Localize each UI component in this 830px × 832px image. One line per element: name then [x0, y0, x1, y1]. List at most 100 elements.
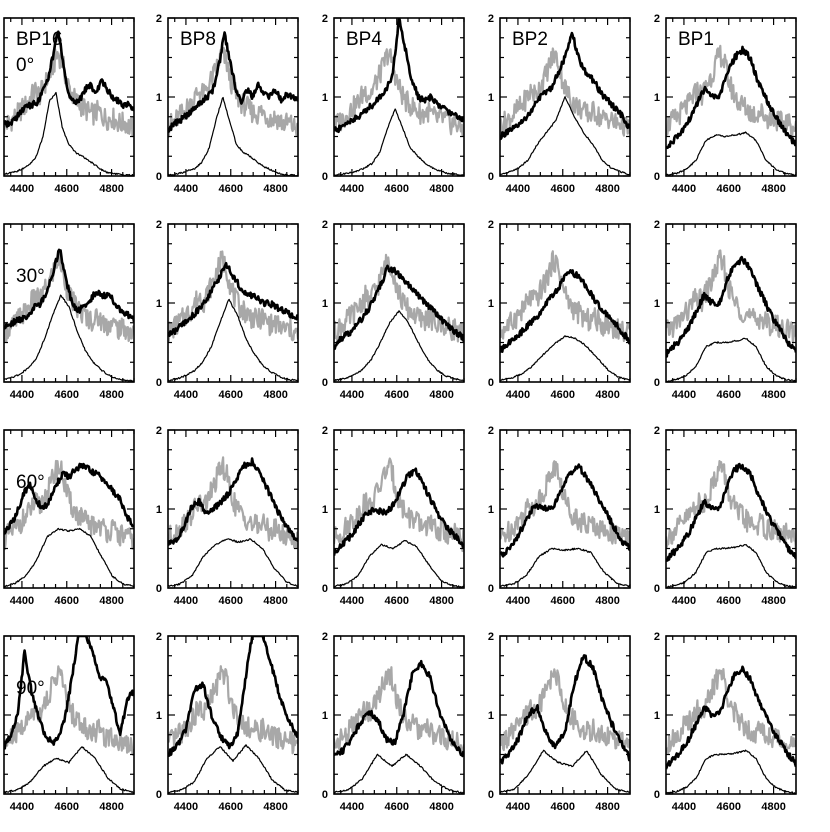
- y-tick-label: 2: [322, 219, 328, 231]
- x-tick-label: 4800: [761, 595, 785, 607]
- x-tick-label: 4400: [10, 183, 34, 195]
- x-tick-label: 4800: [595, 389, 619, 401]
- y-tick-label: 0: [322, 171, 328, 183]
- observed-spectrum-line: [334, 457, 464, 553]
- x-tick-label: 4800: [595, 801, 619, 813]
- x-tick-label: 4600: [219, 595, 243, 607]
- column-label: BP8: [180, 29, 216, 50]
- x-tick-label: 4600: [55, 183, 79, 195]
- plot-area: [500, 250, 630, 382]
- x-tick-label: 4400: [10, 389, 34, 401]
- y-tick-label: 1: [156, 504, 162, 516]
- x-tick-label: 4800: [263, 801, 287, 813]
- x-tick-label: 4400: [340, 801, 364, 813]
- y-tick-label: 2: [322, 425, 328, 437]
- column-label: BP4: [346, 29, 382, 50]
- model-intrinsic-line: [4, 527, 134, 588]
- plot-area: [500, 460, 630, 588]
- x-tick-label: 4800: [263, 389, 287, 401]
- model-intrinsic-line: [168, 744, 298, 794]
- plot-area: [500, 654, 630, 794]
- x-tick-label: 4800: [761, 389, 785, 401]
- model-intrinsic-line: [334, 108, 464, 176]
- model-smoothed-line: [4, 248, 134, 330]
- panel-bp4-2: 4400 4600 4800 0 1 2: [322, 425, 465, 607]
- y-tick-label: 2: [156, 631, 162, 643]
- observed-spectrum-line: [500, 460, 630, 549]
- panel-bp16-0: 4400 4600 4800 BP16 0°: [3, 17, 135, 195]
- model-smoothed-line: [334, 467, 464, 556]
- x-tick-label: 4600: [385, 595, 409, 607]
- row-angle-label: 30°: [16, 266, 45, 287]
- x-tick-label: 4400: [174, 595, 198, 607]
- panel-frame: [333, 429, 465, 589]
- model-smoothed-line: [500, 654, 630, 765]
- x-tick-label: 4600: [551, 801, 575, 813]
- panel-bp2-3: 4400 4600 4800 0 1 2: [488, 631, 631, 813]
- model-smoothed-line: [334, 659, 464, 758]
- model-intrinsic-line: [334, 310, 464, 382]
- plot-area: [334, 253, 464, 382]
- panel-bp8-2: 4400 4600 4800 0 1 2: [156, 425, 299, 607]
- model-smoothed-line: [500, 269, 630, 353]
- x-tick-label: 4800: [429, 183, 453, 195]
- model-smoothed-line: [4, 462, 134, 535]
- x-tick-label: 4400: [340, 595, 364, 607]
- column-label: BP1: [678, 29, 714, 50]
- observed-spectrum-line: [334, 48, 464, 137]
- model-intrinsic-line: [666, 337, 796, 382]
- plot-area: [168, 31, 298, 176]
- x-tick-label: 4600: [551, 595, 575, 607]
- x-tick-label: 4800: [429, 801, 453, 813]
- x-tick-label: 4400: [340, 183, 364, 195]
- panel-bp8-0: 4400 4600 4800 0 1 2 BP8: [156, 13, 299, 195]
- x-tick-label: 4600: [219, 801, 243, 813]
- model-intrinsic-line: [500, 96, 630, 176]
- x-tick-label: 4600: [385, 389, 409, 401]
- model-smoothed-line: [334, 18, 464, 134]
- panel-bp1-2: 4400 4600 4800 0 1 2: [654, 425, 797, 607]
- model-intrinsic-line: [4, 91, 134, 176]
- panel-bp2-0: 4400 4600 4800 0 1 2 BP2: [488, 13, 631, 195]
- panel-frame: [499, 429, 631, 589]
- x-tick-label: 4400: [672, 389, 696, 401]
- y-tick-label: 2: [156, 13, 162, 25]
- x-tick-label: 4800: [761, 801, 785, 813]
- model-intrinsic-line: [666, 544, 796, 588]
- observed-spectrum-line: [666, 249, 796, 344]
- x-tick-label: 4400: [10, 801, 34, 813]
- model-smoothed-line: [168, 636, 298, 757]
- y-tick-label: 1: [654, 92, 660, 104]
- x-tick-label: 4800: [99, 389, 123, 401]
- panel-bp4-0: 4400 4600 4800 0 1 2 BP4: [322, 13, 465, 195]
- x-tick-label: 4400: [506, 801, 530, 813]
- column-label: BP2: [512, 29, 548, 50]
- column-label: BP16: [16, 29, 62, 50]
- y-tick-label: 0: [488, 171, 494, 183]
- row-angle-label: 60°: [16, 472, 45, 493]
- model-intrinsic-line: [666, 131, 796, 176]
- y-tick-label: 2: [156, 425, 162, 437]
- x-tick-label: 4800: [761, 183, 785, 195]
- row-angle-label: 0°: [16, 55, 34, 76]
- x-tick-label: 4800: [99, 801, 123, 813]
- y-tick-label: 2: [488, 219, 494, 231]
- x-tick-label: 4600: [55, 389, 79, 401]
- y-tick-label: 2: [654, 13, 660, 25]
- x-tick-label: 4600: [551, 389, 575, 401]
- x-tick-label: 4400: [506, 389, 530, 401]
- x-tick-label: 4800: [595, 183, 619, 195]
- y-tick-label: 0: [488, 583, 494, 595]
- model-intrinsic-line: [334, 539, 464, 588]
- plot-area: [4, 636, 134, 794]
- y-tick-label: 0: [156, 171, 162, 183]
- y-tick-label: 2: [654, 425, 660, 437]
- y-tick-label: 2: [156, 219, 162, 231]
- panel-bp8-1: 4400 4600 4800 0 1 2: [156, 219, 299, 401]
- model-intrinsic-line: [666, 749, 796, 794]
- x-tick-label: 4600: [385, 801, 409, 813]
- model-intrinsic-line: [168, 298, 298, 382]
- x-tick-label: 4400: [672, 595, 696, 607]
- model-intrinsic-line: [500, 335, 630, 382]
